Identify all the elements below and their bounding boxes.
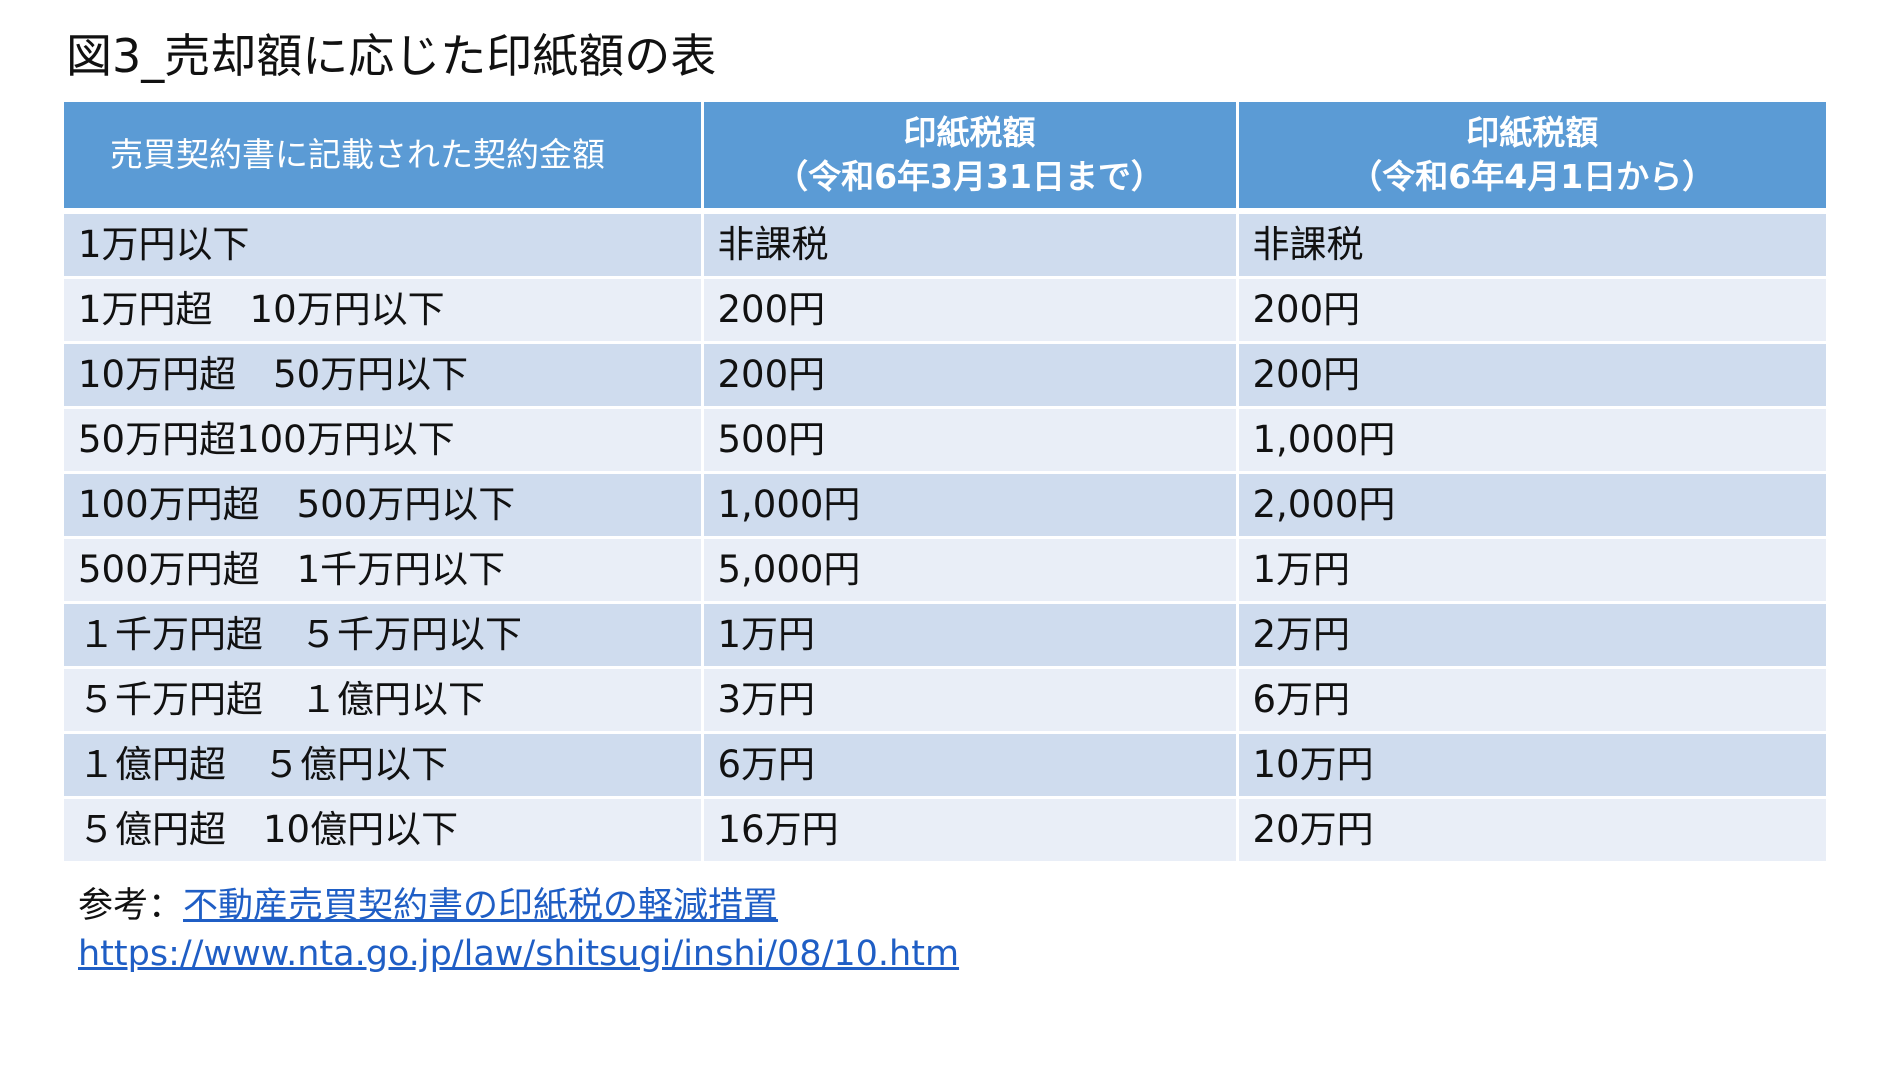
table-row: 1万円超 10万円以下 200円 200円 — [64, 277, 1826, 344]
header-contract-amount: 売買契約書に記載された契約金額 — [64, 102, 704, 214]
table-row: 500万円超 1千万円以下 5,000円 1万円 — [64, 537, 1826, 604]
cell-amount: 10万円超 50万円以下 — [64, 342, 704, 409]
cell-amount: 100万円超 500万円以下 — [64, 472, 704, 539]
cell-tax-after: 1万円 — [1237, 537, 1826, 604]
table-row: 1万円以下 非課税 非課税 — [64, 211, 1826, 279]
header-tax-before: 印紙税額 （令和6年3月31日まで） — [702, 102, 1239, 214]
table-row: ５千万円超 １億円以下 3万円 6万円 — [64, 667, 1826, 734]
cell-amount: ５千万円超 １億円以下 — [64, 667, 704, 734]
header-tax-before-label: 印紙税額 — [903, 113, 1036, 152]
cell-tax-before: 5,000円 — [702, 537, 1239, 604]
table-row: ５億円超 10億円以下 16万円 20万円 — [64, 797, 1826, 864]
cell-tax-after: 1,000円 — [1237, 407, 1826, 474]
table-row: 100万円超 500万円以下 1,000円 2,000円 — [64, 472, 1826, 539]
cell-tax-after: 200円 — [1237, 342, 1826, 409]
cell-amount: １億円超 ５億円以下 — [64, 732, 704, 799]
header-tax-after: 印紙税額 （令和6年4月1日から） — [1237, 102, 1826, 214]
table-row: １千万円超 ５千万円以下 1万円 2万円 — [64, 602, 1826, 669]
cell-amount: 1万円以下 — [64, 211, 704, 279]
cell-amount: 1万円超 10万円以下 — [64, 277, 704, 344]
cell-tax-before: 200円 — [702, 342, 1239, 409]
cell-tax-before: 16万円 — [702, 797, 1239, 864]
cell-tax-before: 3万円 — [702, 667, 1239, 734]
header-tax-after-label: 印紙税額 — [1466, 113, 1599, 152]
reference-url-line: https://www.nta.go.jp/law/shitsugi/inshi… — [78, 930, 959, 978]
header-tax-before-period: （令和6年3月31日まで） — [775, 157, 1164, 196]
table-row: 50万円超100万円以下 500円 1,000円 — [64, 407, 1826, 474]
reference-url-link[interactable]: https://www.nta.go.jp/law/shitsugi/inshi… — [78, 934, 960, 974]
cell-tax-before: 1万円 — [702, 602, 1239, 669]
cell-tax-after: 非課税 — [1237, 211, 1826, 279]
cell-tax-before: 非課税 — [702, 211, 1239, 279]
stamp-duty-table: 売買契約書に記載された契約金額 印紙税額 （令和6年3月31日まで） 印紙税額 … — [64, 102, 1826, 864]
cell-tax-before: 6万円 — [702, 732, 1239, 799]
header-tax-after-period: （令和6年4月1日から） — [1349, 157, 1716, 196]
cell-tax-after: 10万円 — [1237, 732, 1826, 799]
table-row: 10万円超 50万円以下 200円 200円 — [64, 342, 1826, 409]
cell-tax-after: 6万円 — [1237, 667, 1826, 734]
cell-amount: 50万円超100万円以下 — [64, 407, 704, 474]
table-header-row: 売買契約書に記載された契約金額 印紙税額 （令和6年3月31日まで） 印紙税額 … — [64, 102, 1826, 214]
cell-tax-after: 2万円 — [1237, 602, 1826, 669]
cell-tax-after: 2,000円 — [1237, 472, 1826, 539]
page-title: 図3_売却額に応じた印紙額の表 — [66, 29, 717, 83]
cell-tax-before: 500円 — [702, 407, 1239, 474]
cell-tax-before: 1,000円 — [702, 472, 1239, 539]
cell-tax-after: 200円 — [1237, 277, 1826, 344]
reference-link[interactable]: 不動産売買契約書の印紙税の軽減措置 — [183, 886, 779, 926]
reference-note: 参考：不動産売買契約書の印紙税の軽減措置 https://www.nta.go.… — [78, 882, 959, 978]
cell-tax-before: 200円 — [702, 277, 1239, 344]
cell-amount: 500万円超 1千万円以下 — [64, 537, 704, 604]
cell-amount: ５億円超 10億円以下 — [64, 797, 704, 864]
table-row: １億円超 ５億円以下 6万円 10万円 — [64, 732, 1826, 799]
reference-line: 参考：不動産売買契約書の印紙税の軽減措置 — [78, 882, 959, 930]
reference-prefix: 参考： — [78, 886, 184, 926]
cell-tax-after: 20万円 — [1237, 797, 1826, 864]
cell-amount: １千万円超 ５千万円以下 — [64, 602, 704, 669]
